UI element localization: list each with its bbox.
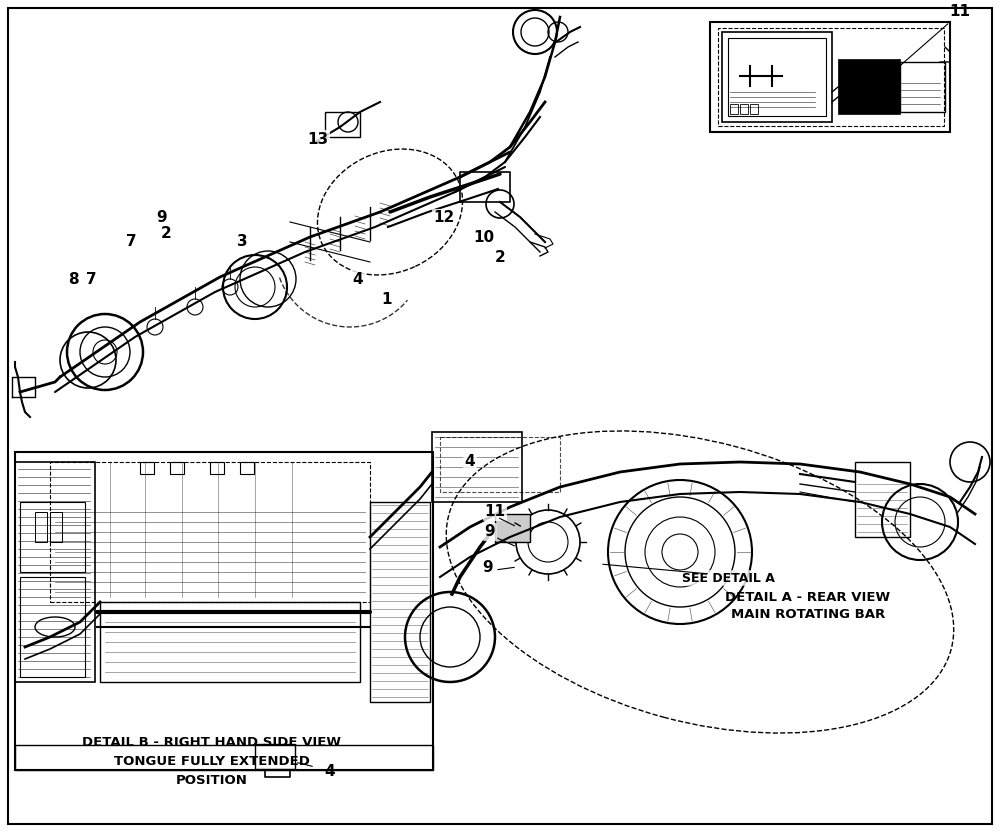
Text: 12: 12 (433, 210, 455, 225)
Text: SEE DETAIL A: SEE DETAIL A (682, 572, 774, 585)
Text: POSITION: POSITION (176, 774, 248, 787)
Bar (838, 59, 900, 114)
Bar (728, 38, 826, 116)
Text: DETAIL A - REAR VIEW: DETAIL A - REAR VIEW (725, 591, 891, 604)
Text: 11: 11 (950, 4, 970, 19)
Bar (722, 32, 832, 122)
Bar (900, 62, 945, 112)
Text: 4: 4 (325, 765, 335, 780)
Bar (50, 462, 370, 602)
Bar (740, 104, 748, 114)
Bar (15, 452, 433, 770)
Text: 3: 3 (237, 234, 247, 249)
Text: 13: 13 (307, 131, 329, 146)
Text: TONGUE FULLY EXTENDED: TONGUE FULLY EXTENDED (114, 755, 310, 768)
Text: 2: 2 (495, 250, 505, 265)
Bar (718, 28, 944, 126)
Bar (50, 512, 62, 542)
Bar (370, 502, 430, 702)
Bar (20, 502, 85, 572)
Text: 8: 8 (68, 271, 78, 286)
Text: 11: 11 (484, 504, 506, 519)
Bar (35, 512, 47, 542)
Text: 4: 4 (353, 271, 363, 286)
Text: 7: 7 (126, 234, 136, 249)
Text: 9: 9 (157, 210, 167, 225)
Bar (100, 602, 360, 682)
Bar (140, 462, 154, 474)
Text: 10: 10 (473, 230, 495, 245)
Bar (710, 22, 950, 132)
Bar (730, 104, 738, 114)
Bar (240, 462, 254, 474)
Bar (255, 744, 295, 769)
Bar (855, 462, 910, 537)
Text: 1: 1 (382, 291, 392, 306)
Bar (170, 462, 184, 474)
Bar (20, 577, 85, 677)
Bar (750, 104, 758, 114)
Bar (210, 462, 224, 474)
Text: 7: 7 (86, 271, 96, 286)
Text: 9: 9 (485, 524, 495, 539)
Text: MAIN ROTATING BAR: MAIN ROTATING BAR (731, 607, 885, 621)
Bar (432, 432, 522, 502)
Bar (15, 745, 433, 770)
Bar (15, 462, 95, 682)
Bar (325, 112, 360, 137)
Bar (495, 514, 530, 542)
Text: 2: 2 (161, 226, 171, 241)
Text: 4: 4 (465, 454, 475, 469)
Text: 9: 9 (483, 559, 493, 575)
Text: DETAIL B - RIGHT HAND SIDE VIEW: DETAIL B - RIGHT HAND SIDE VIEW (82, 735, 342, 749)
